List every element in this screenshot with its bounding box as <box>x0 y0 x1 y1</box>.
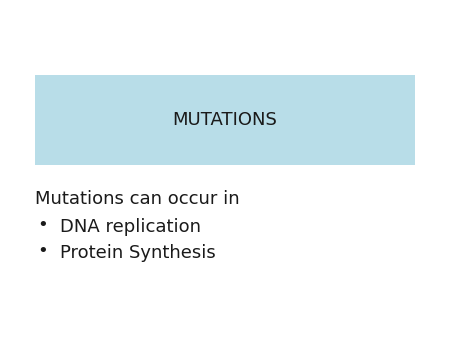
Text: DNA replication: DNA replication <box>60 218 201 236</box>
Text: •: • <box>38 216 49 234</box>
Text: Mutations can occur in: Mutations can occur in <box>35 190 239 208</box>
Text: MUTATIONS: MUTATIONS <box>172 111 278 129</box>
Bar <box>35 75 415 165</box>
Text: •: • <box>38 242 49 260</box>
Text: Protein Synthesis: Protein Synthesis <box>60 244 216 262</box>
